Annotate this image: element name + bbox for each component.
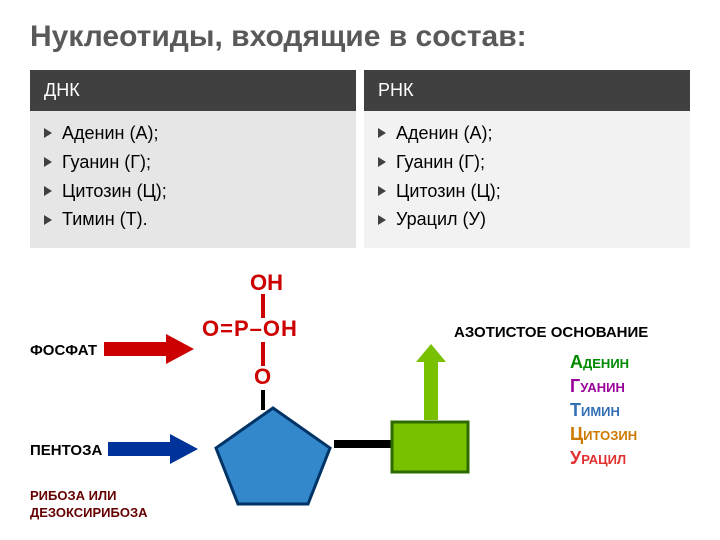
pentose-sublabel: РИБОЗА ИЛИ ДЕЗОКСИРИБОЗА xyxy=(30,488,200,522)
bullet-icon xyxy=(44,157,52,167)
chem-oh-top: OH xyxy=(250,270,283,296)
chem-o-bot: O xyxy=(254,364,271,390)
base-adenine: АДЕНИН xyxy=(570,352,629,373)
base-letter: У xyxy=(570,448,581,468)
col-dnk-header: ДНК xyxy=(30,70,356,111)
base-letter: Ц xyxy=(570,424,583,444)
pentose-shape xyxy=(208,402,338,512)
base-rest: ДЕНИН xyxy=(583,356,629,371)
list-item: Аденин (А); xyxy=(44,119,342,148)
base-label: АЗОТИСТОЕ ОСНОВАНИЕ xyxy=(454,324,648,341)
col-rnk-body: Аденин (А); Гуанин (Г); Цитозин (Ц); Ура… xyxy=(364,111,690,248)
base-rest: УАНИН xyxy=(580,380,625,395)
base-letter: Т xyxy=(570,400,581,420)
base-guanine: ГУАНИН xyxy=(570,376,625,397)
col-rnk: РНК Аденин (А); Гуанин (Г); Цитозин (Ц);… xyxy=(364,70,690,248)
list-item: Гуанин (Г); xyxy=(44,148,342,177)
col-rnk-header: РНК xyxy=(364,70,690,111)
item-text: Цитозин (Ц); xyxy=(396,177,501,206)
bullet-icon xyxy=(378,186,386,196)
item-text: Аденин (А); xyxy=(396,119,492,148)
list-item: Урацил (У) xyxy=(378,205,676,234)
list-item: Аденин (А); xyxy=(378,119,676,148)
nucleotide-diagram: ФОСФАТ OH O=P–OH O ПЕНТОЗА РИБОЗА ИЛИ ДЕ… xyxy=(30,264,690,524)
base-rest: РАЦИЛ xyxy=(581,452,626,467)
pentose-label: ПЕНТОЗА xyxy=(30,442,102,459)
bullet-icon xyxy=(378,157,386,167)
bullet-icon xyxy=(44,186,52,196)
list-item: Гуанин (Г); xyxy=(378,148,676,177)
base-rest: ИМИН xyxy=(581,404,620,419)
pentose-arrow-icon xyxy=(108,434,198,464)
base-rest: ИТОЗИН xyxy=(583,428,637,443)
item-text: Гуанин (Г); xyxy=(62,148,151,177)
bullet-icon xyxy=(378,215,386,225)
page-title: Нуклеотиды, входящие в состав: xyxy=(30,20,690,54)
col-dnk: ДНК Аденин (А); Гуанин (Г); Цитозин (Ц);… xyxy=(30,70,356,248)
item-text: Тимин (Т). xyxy=(62,205,148,234)
item-text: Урацил (У) xyxy=(396,205,486,234)
list-item: Цитозин (Ц); xyxy=(44,177,342,206)
columns: ДНК Аденин (А); Гуанин (Г); Цитозин (Ц);… xyxy=(30,70,690,248)
item-text: Аденин (А); xyxy=(62,119,158,148)
item-text: Гуанин (Г); xyxy=(396,148,485,177)
col-dnk-body: Аденин (А); Гуанин (Г); Цитозин (Ц); Тим… xyxy=(30,111,356,248)
phosphate-label: ФОСФАТ xyxy=(30,342,97,359)
bullet-icon xyxy=(44,215,52,225)
base-cytosine: ЦИТОЗИН xyxy=(570,424,637,445)
base-letter: А xyxy=(570,352,583,372)
list-item: Тимин (Т). xyxy=(44,205,342,234)
bond-icon xyxy=(261,342,265,366)
bond-icon xyxy=(334,440,392,448)
bullet-icon xyxy=(378,128,386,138)
item-text: Цитозин (Ц); xyxy=(62,177,167,206)
base-shape xyxy=(390,420,470,474)
chem-main: O=P–OH xyxy=(202,316,298,342)
bond-icon xyxy=(261,294,265,318)
list-item: Цитозин (Ц); xyxy=(378,177,676,206)
bullet-icon xyxy=(44,128,52,138)
base-letter: Г xyxy=(570,376,580,396)
phosphate-arrow-icon xyxy=(104,334,194,364)
base-uracil: УРАЦИЛ xyxy=(570,448,626,469)
base-arrow-icon xyxy=(416,344,446,420)
base-thymine: ТИМИН xyxy=(570,400,620,421)
